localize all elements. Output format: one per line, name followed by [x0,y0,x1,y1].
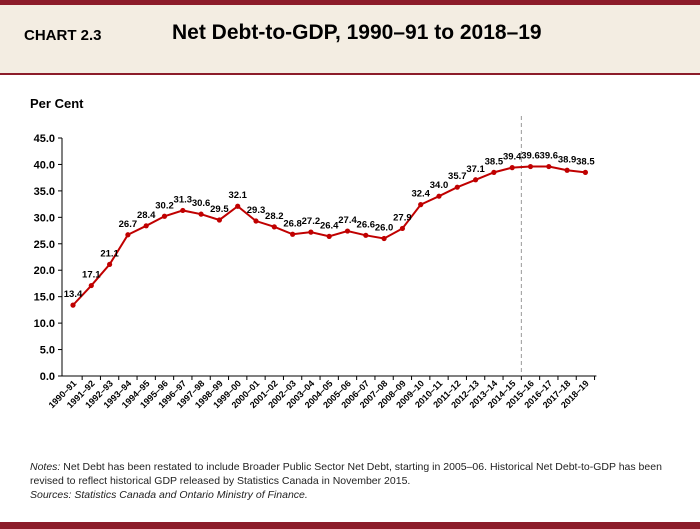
y-tick-label: 30.0 [34,212,55,224]
data-label: 17.1 [82,270,101,281]
sources-label: Sources: [30,489,72,501]
y-tick-label: 10.0 [34,318,55,330]
data-point [381,235,387,242]
data-point [363,232,369,238]
y-tick-label: 20.0 [34,265,55,277]
data-point [216,217,222,223]
y-tick-label: 40.0 [34,159,55,171]
data-label: 30.6 [192,198,211,209]
data-label: 29.3 [247,205,266,216]
data-label: 27.2 [302,216,321,227]
data-point [125,232,131,238]
y-tick-label: 45.0 [34,133,55,145]
data-label: 39.4 [503,152,522,163]
data-label: 26.4 [320,220,339,231]
data-point [88,282,94,289]
data-point [564,167,570,173]
data-label: 28.4 [137,210,156,221]
data-point [198,211,204,217]
data-label: 28.2 [265,211,284,222]
data-point [253,218,259,224]
data-point [473,177,479,183]
y-axis-label: Per Cent [30,96,84,111]
data-point [491,169,497,175]
data-point [418,202,424,208]
data-label: 34.0 [430,180,449,191]
data-point [180,207,186,214]
data-label: 27.4 [338,215,357,226]
sources-paragraph: Sources: Statistics Canada and Ontario M… [30,488,680,502]
data-label: 39.6 [540,151,559,162]
chart-number: CHART 2.3 [24,27,102,44]
data-point [290,231,296,237]
data-label: 26.0 [375,222,394,233]
chart-title: Net Debt-to-GDP, 1990–91 to 2018–19 [172,21,542,44]
notes-text: Net Debt has been restated to include Br… [30,461,662,487]
y-tick-label: 25.0 [34,239,55,251]
data-label: 27.9 [393,212,412,223]
data-point [161,213,168,219]
data-point [509,165,515,171]
data-label: 13.4 [64,289,83,300]
data-point [582,169,589,175]
data-point [70,302,76,308]
data-label: 32.1 [228,190,247,201]
data-label: 38.5 [576,156,595,167]
data-label: 31.3 [174,194,193,205]
y-tick-label: 35.0 [34,186,55,198]
data-point [143,223,149,229]
data-point [308,229,314,235]
data-label: 26.8 [283,218,302,229]
bottom-accent-bar [0,522,700,529]
y-tick-label: 5.0 [40,345,55,357]
data-label: 26.6 [357,219,376,230]
data-point [399,225,405,232]
data-point [436,193,442,199]
data-point [107,261,113,268]
data-label: 38.5 [485,156,504,167]
data-label: 35.7 [448,171,467,182]
data-label: 39.6 [521,151,540,162]
data-point [546,163,552,170]
y-tick-label: 15.0 [34,292,55,304]
data-label: 37.1 [466,164,485,175]
top-accent-bar [0,0,700,5]
sources-text: Statistics Canada and Ontario Ministry o… [71,489,308,501]
data-label: 29.5 [210,204,229,215]
data-label: 26.7 [119,219,138,230]
data-label: 30.2 [155,200,174,211]
data-point [344,228,351,234]
data-point [527,163,534,170]
data-point [326,233,332,239]
data-label: 38.9 [558,154,577,165]
data-point [235,203,241,209]
data-label: 21.1 [100,248,119,259]
notes-paragraph: Notes: Net Debt has been restated to inc… [30,460,680,488]
chart-header: CHART 2.3 Net Debt-to-GDP, 1990–91 to 20… [0,5,700,75]
data-label: 32.4 [411,189,430,200]
y-tick-label: 0.0 [40,371,55,383]
data-point [271,224,277,230]
data-point [454,184,460,190]
chart-notes: Notes: Net Debt has been restated to inc… [30,460,680,502]
line-chart: Per Cent 0.0 5.0 10.0 15.0 20.0 25.0 30.0 35.0 40… [30,96,597,410]
notes-label: Notes: [30,461,61,473]
